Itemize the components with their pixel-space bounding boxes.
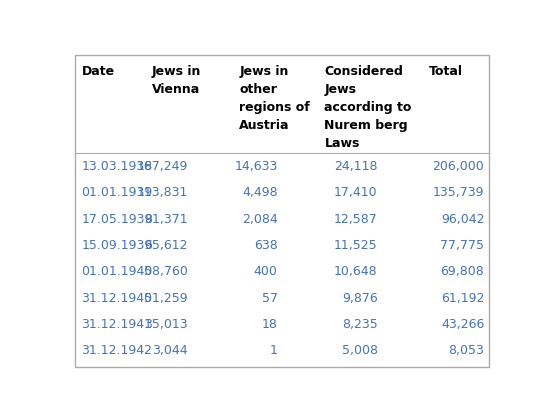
Text: 5,008: 5,008 — [342, 344, 378, 357]
Text: 61,192: 61,192 — [441, 292, 485, 305]
Text: 167,249: 167,249 — [137, 160, 188, 173]
Text: 31.12.1942: 31.12.1942 — [81, 344, 152, 357]
Text: 135,739: 135,739 — [433, 186, 485, 199]
Text: 58,760: 58,760 — [144, 265, 188, 278]
Text: 113,831: 113,831 — [137, 186, 188, 199]
Text: 69,808: 69,808 — [441, 265, 485, 278]
Text: 31.12.1940: 31.12.1940 — [81, 292, 153, 305]
Text: Jews in
other
regions of
Austria: Jews in other regions of Austria — [239, 65, 310, 132]
Text: 65,612: 65,612 — [145, 239, 188, 252]
Text: 18: 18 — [262, 318, 278, 331]
Text: 206,000: 206,000 — [433, 160, 485, 173]
Text: 24,118: 24,118 — [334, 160, 378, 173]
Text: 8,235: 8,235 — [342, 318, 378, 331]
Text: 57: 57 — [262, 292, 278, 305]
Text: 1: 1 — [270, 344, 278, 357]
Text: 43,266: 43,266 — [441, 318, 485, 331]
Text: Date: Date — [81, 65, 114, 78]
Text: 13.03.1938: 13.03.1938 — [81, 160, 153, 173]
Text: 17.05.1939: 17.05.1939 — [81, 212, 153, 226]
Text: 9,876: 9,876 — [342, 292, 378, 305]
Text: 51,259: 51,259 — [145, 292, 188, 305]
Text: Total: Total — [429, 65, 463, 78]
Text: 17,410: 17,410 — [334, 186, 378, 199]
Text: 01.01.1940: 01.01.1940 — [81, 265, 153, 278]
Text: Considered
Jews
according to
Nurem berg
Laws: Considered Jews according to Nurem berg … — [324, 65, 412, 150]
Text: 400: 400 — [254, 265, 278, 278]
Text: 12,587: 12,587 — [334, 212, 378, 226]
Text: 96,042: 96,042 — [441, 212, 485, 226]
Text: 81,371: 81,371 — [145, 212, 188, 226]
Text: 8,053: 8,053 — [448, 344, 485, 357]
Text: 10,648: 10,648 — [334, 265, 378, 278]
Text: 3,044: 3,044 — [152, 344, 188, 357]
Text: 2,084: 2,084 — [242, 212, 278, 226]
Text: 01.01.1939: 01.01.1939 — [81, 186, 153, 199]
Text: Jews in
Vienna: Jews in Vienna — [152, 65, 201, 96]
Text: 4,498: 4,498 — [242, 186, 278, 199]
Text: 77,775: 77,775 — [441, 239, 485, 252]
Text: 31.12.1941: 31.12.1941 — [81, 318, 152, 331]
Text: 638: 638 — [254, 239, 278, 252]
Text: 15.09.1939: 15.09.1939 — [81, 239, 153, 252]
Text: 35,013: 35,013 — [145, 318, 188, 331]
Text: 14,633: 14,633 — [234, 160, 278, 173]
Text: 11,525: 11,525 — [334, 239, 378, 252]
